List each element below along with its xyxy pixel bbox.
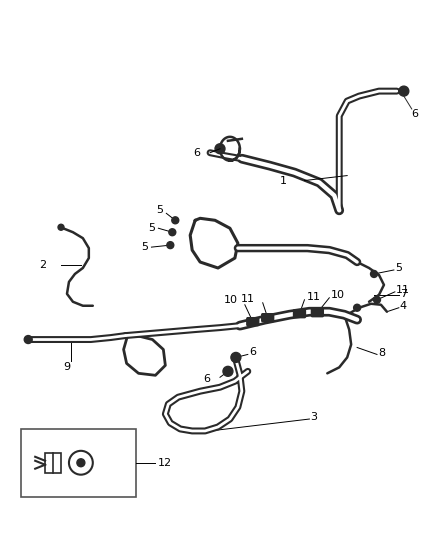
Text: 10: 10 [224, 295, 238, 305]
Text: 11: 11 [307, 292, 321, 302]
Text: 11: 11 [241, 294, 255, 304]
Circle shape [24, 336, 32, 343]
Text: 5: 5 [395, 263, 402, 273]
Text: 7: 7 [400, 289, 407, 299]
Text: 1: 1 [279, 175, 286, 185]
Circle shape [353, 304, 360, 311]
Circle shape [223, 366, 233, 376]
Circle shape [371, 270, 378, 278]
Circle shape [231, 352, 241, 362]
Circle shape [399, 86, 409, 96]
Text: 6: 6 [203, 374, 210, 384]
Text: 9: 9 [63, 362, 70, 373]
Text: 11: 11 [396, 285, 410, 295]
FancyBboxPatch shape [311, 309, 323, 317]
Circle shape [77, 459, 85, 467]
Text: 6: 6 [193, 148, 200, 158]
Text: 3: 3 [311, 412, 318, 422]
Circle shape [58, 224, 64, 230]
Text: 10: 10 [331, 290, 345, 300]
Circle shape [169, 229, 176, 236]
FancyBboxPatch shape [247, 318, 259, 326]
Bar [21, 429, 135, 497]
Text: 4: 4 [400, 301, 407, 311]
Circle shape [374, 296, 381, 303]
Bar [45, 453, 61, 473]
FancyBboxPatch shape [262, 314, 274, 321]
Text: 2: 2 [39, 260, 46, 270]
Text: 8: 8 [378, 349, 385, 359]
Text: 5: 5 [148, 223, 155, 233]
FancyBboxPatch shape [293, 310, 305, 318]
Text: 6: 6 [411, 109, 418, 119]
Text: 5: 5 [156, 205, 163, 215]
Text: 5: 5 [141, 242, 148, 252]
Circle shape [215, 144, 225, 154]
Circle shape [172, 217, 179, 224]
Circle shape [167, 241, 174, 248]
Text: 6: 6 [249, 348, 256, 358]
Text: 12: 12 [157, 458, 172, 468]
